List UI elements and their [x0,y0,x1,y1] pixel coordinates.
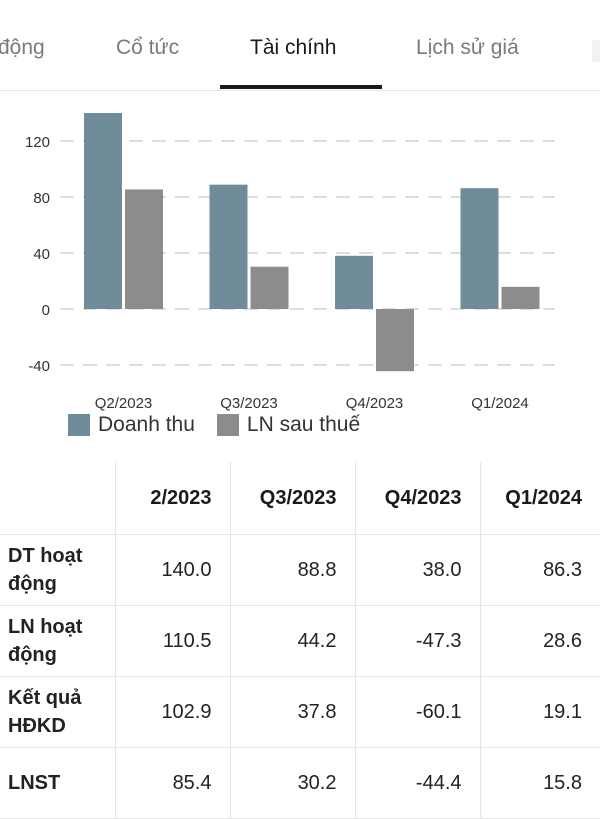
y-tick-label: 0 [42,302,50,319]
x-tick-label: Q1/2024 [471,395,529,412]
bar-revenue [209,184,248,309]
legend-item-profit: LN sau thuế [216,413,361,437]
tab-lich-su-gia[interactable]: Lịch sử giá [416,36,519,59]
legend-label-revenue: Doanh thu [98,413,195,436]
table-row: Kết quả HĐKD 102.9 37.8 -60.1 19.1 [0,676,600,748]
bar-profit [501,286,540,309]
column-header: Q4/2023 [355,462,481,535]
column-header: Q3/2023 [230,462,356,535]
table-cell: 140.0 [115,534,231,606]
table-row: LNST 85.4 30.2 -44.4 15.8 [0,747,600,819]
table-cell: 102.9 [115,676,231,748]
row-label: LN hoạt động [0,605,116,677]
financial-table-container: 2/2023 Q3/2023 Q4/2023 Q1/2024 DT hoạt đ… [0,462,600,819]
y-tick-label: 40 [33,246,50,263]
legend-item-revenue: Doanh thu [68,413,195,437]
table-cell: 86.3 [480,534,600,606]
bar-profit [250,266,289,309]
table-cell: 30.2 [230,747,356,819]
legend-swatch-revenue [68,414,90,436]
tab-tai-chinh[interactable]: Tài chính [250,36,337,59]
table-cell: 44.2 [230,605,356,677]
financial-chart: 120 80 40 0 -40 Q2/2023 Q3/2023 Q4/2023 Q1/2024 [0,92,600,452]
row-label: Kết quả HĐKD [0,676,116,748]
table-cell: 110.5 [115,605,231,677]
table-cell: -60.1 [355,676,481,748]
bar-revenue [460,188,499,309]
x-tick-label: Q2/2023 [95,395,153,412]
bar-revenue [335,255,373,309]
table-cell: 37.8 [230,676,356,748]
tab-bar: động Cổ tức Tài chính Lịch sử giá [0,0,600,91]
row-label: DT hoạt động [0,534,116,606]
table-cell: 15.8 [480,747,600,819]
bar-chart: 120 80 40 0 -40 Q2/2023 Q3/2023 Q4/2023 Q1/2024 [25,113,555,412]
table-row: LN hoạt động 110.5 44.2 -47.3 28.6 [0,605,600,677]
bar-revenue [84,113,122,309]
table-cell: -47.3 [355,605,481,677]
y-tick-label: -40 [28,358,50,375]
financial-table: 2/2023 Q3/2023 Q4/2023 Q1/2024 DT hoạt đ… [0,462,600,819]
table-cell: 88.8 [230,534,356,606]
bar-profit [125,189,163,309]
chart-legend: Doanh thu LN sau thuế [68,410,382,440]
table-cell: 85.4 [115,747,231,819]
table-row: DT hoạt động 140.0 88.8 38.0 86.3 [0,534,600,606]
tab-co-tuc[interactable]: Cổ tức [116,36,180,59]
row-label: LNST [0,747,116,819]
table-cell: -44.4 [355,747,481,819]
bar-profit [376,309,414,372]
legend-swatch-profit [216,414,239,436]
column-header: 2/2023 [115,462,231,535]
y-tick-label: 80 [33,190,50,207]
table-header-row: 2/2023 Q3/2023 Q4/2023 Q1/2024 [0,462,600,535]
table-cell: 19.1 [480,676,600,748]
table-cell: 38.0 [355,534,481,606]
active-tab-indicator [220,85,382,89]
tab-hoat-dong[interactable]: động [0,36,45,59]
table-corner-cell [0,462,116,535]
column-header: Q1/2024 [480,462,600,535]
table-cell: 28.6 [480,605,600,677]
x-tick-label: Q4/2023 [346,395,404,412]
tab-overflow-indicator [592,40,600,62]
x-tick-label: Q3/2023 [220,395,278,412]
legend-label-profit: LN sau thuế [246,413,361,436]
y-tick-label: 120 [25,134,50,151]
